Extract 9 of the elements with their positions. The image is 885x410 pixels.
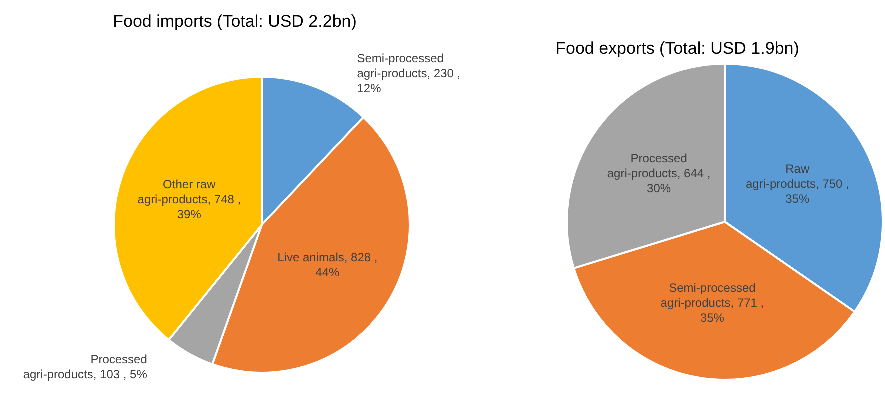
chart-title: Food imports (Total: USD 2.2bn) xyxy=(113,12,357,31)
slice-label: Semi-processed agri-products, 771 , 35% xyxy=(660,281,764,326)
slice-label: Raw agri-products, 750 , 35% xyxy=(746,162,850,206)
slice-label: Other raw agri-products, 748 , 39% xyxy=(138,177,242,222)
slice-label: Semi-processed agri-products, 230 , 12% xyxy=(357,52,461,96)
slice-label: Processed agri-products, 644 , 30% xyxy=(607,151,711,196)
slice-label: Processed agri-products, 103 , 5% xyxy=(23,352,148,382)
slice-label: Live animals, 828 , 44% xyxy=(278,250,378,280)
chart-title: Food exports (Total: USD 1.9bn) xyxy=(556,39,800,58)
